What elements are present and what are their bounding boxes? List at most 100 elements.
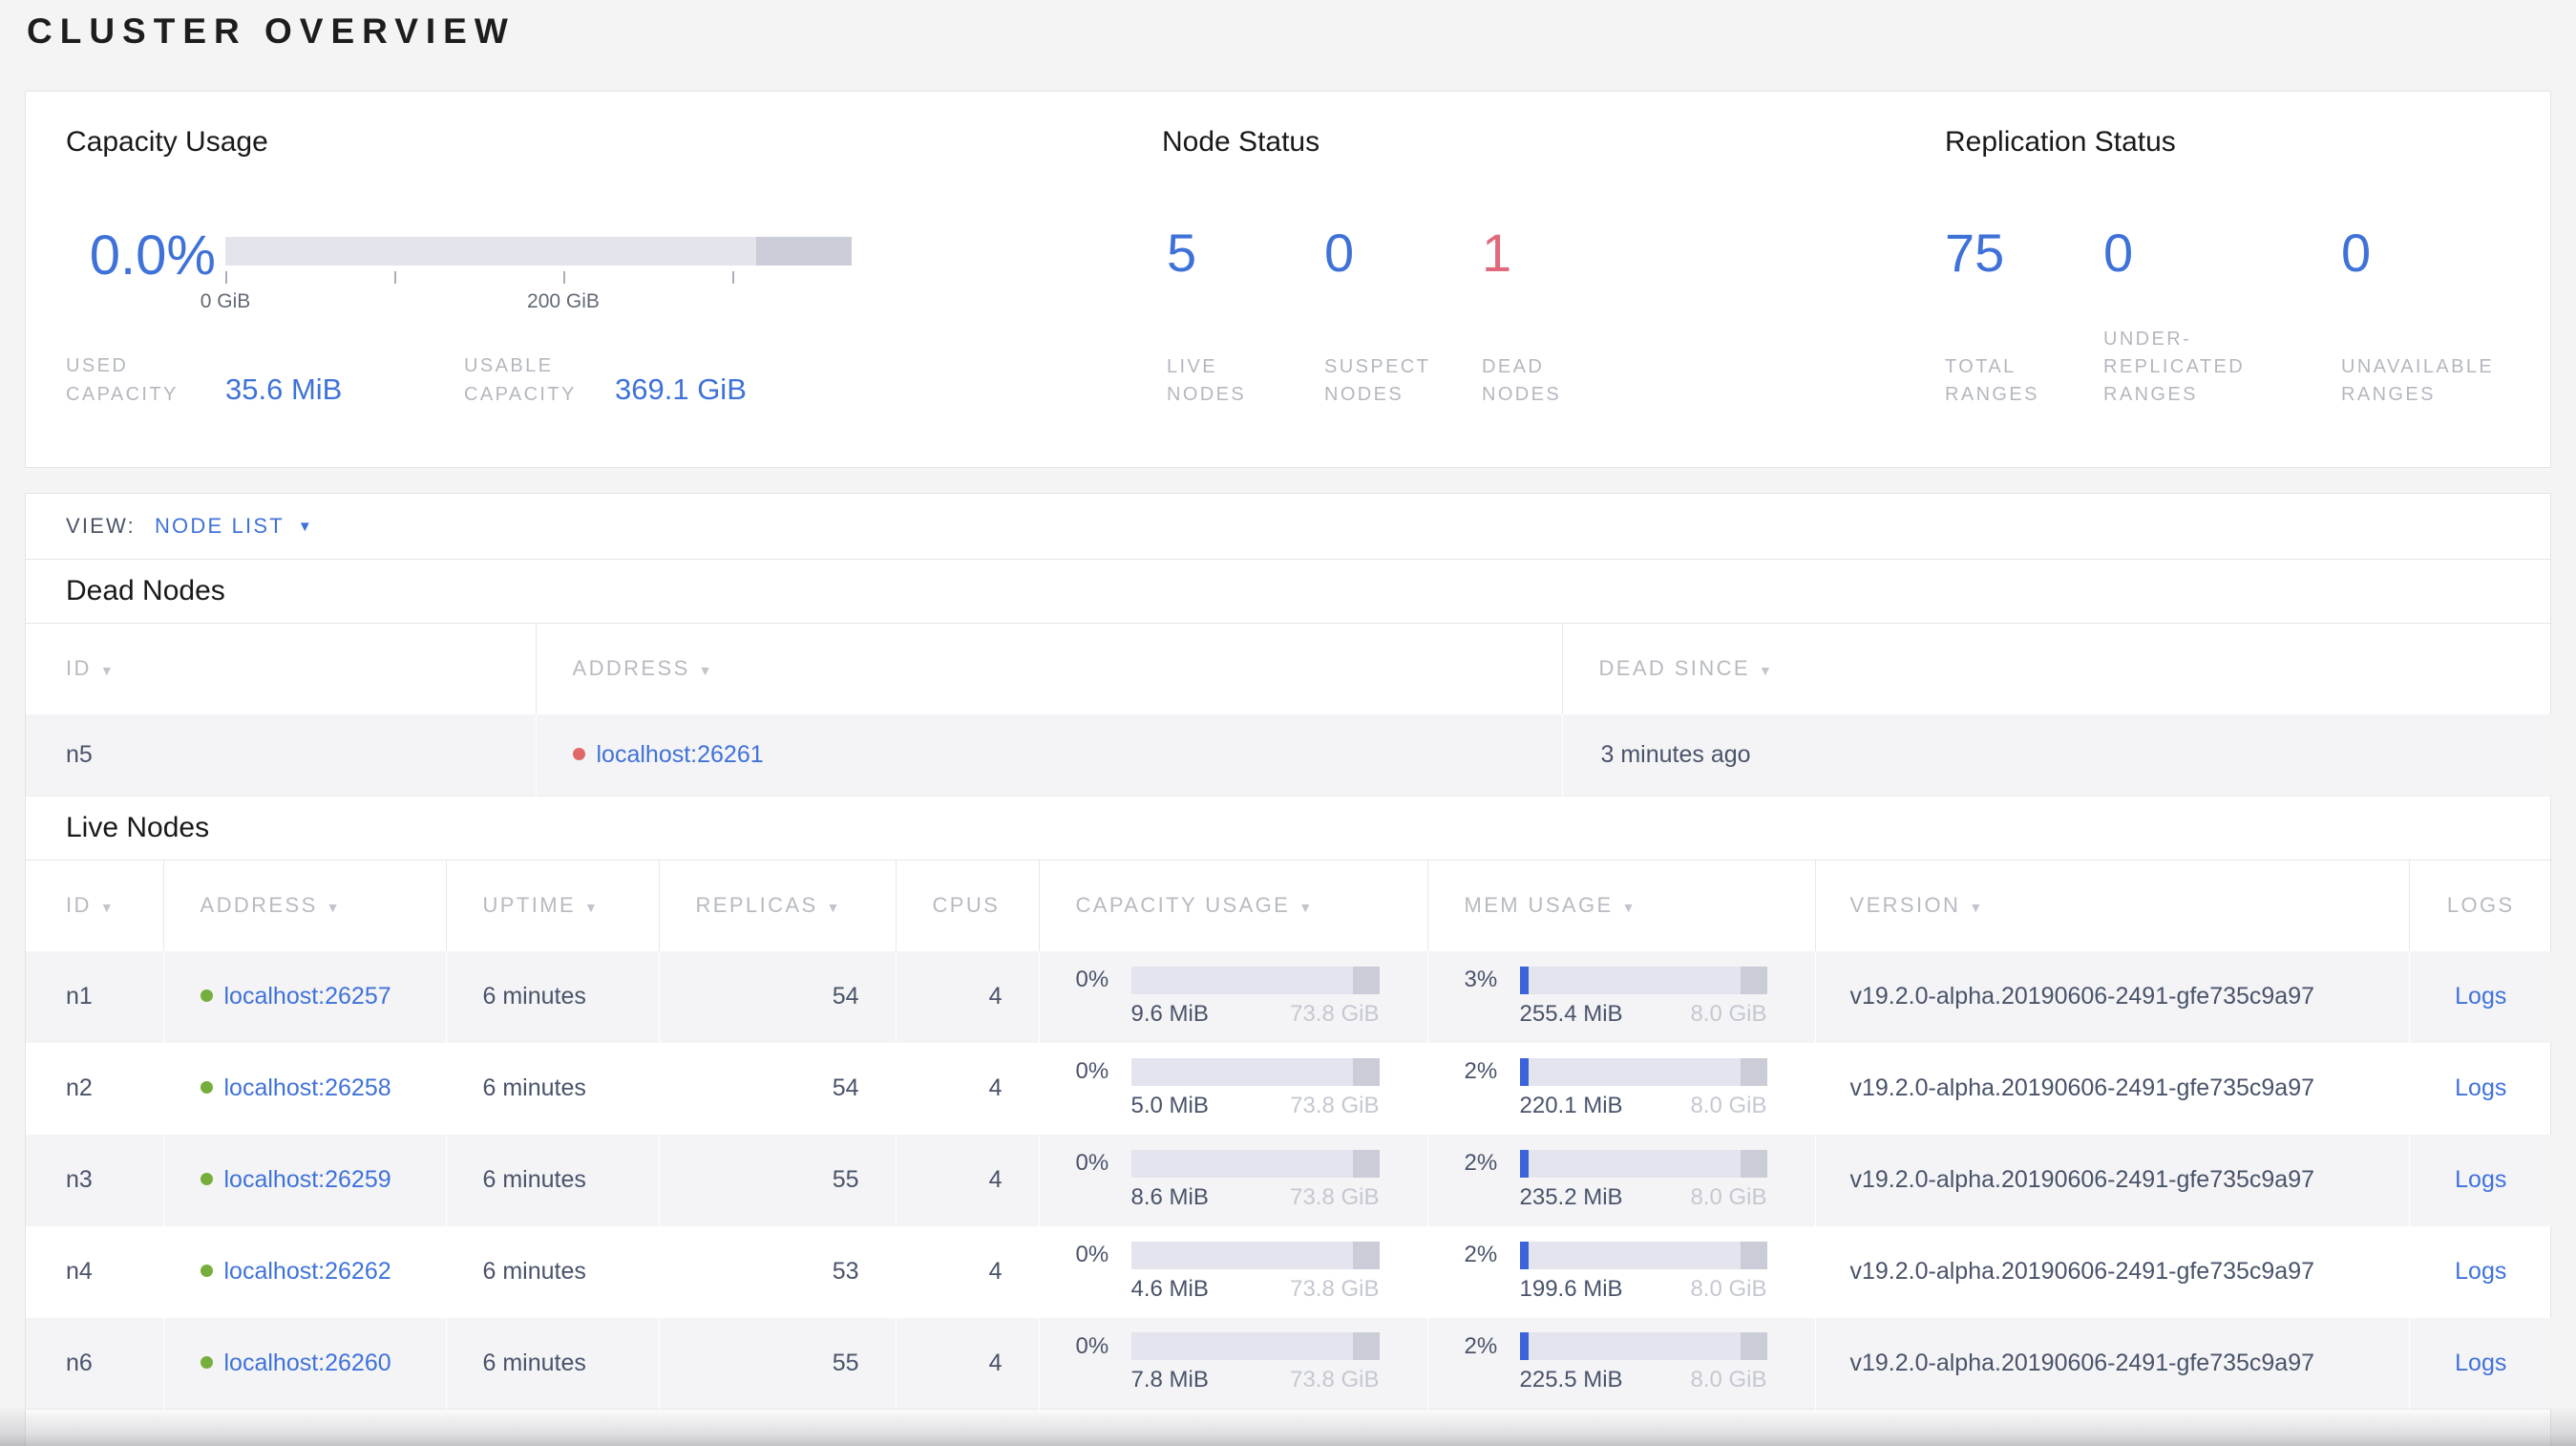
live-node-row: n2 localhost:26258 6 minutes 54 4 0% 5.0 MiB 73… [26,1042,2552,1135]
axis-tick [225,271,227,284]
node-address-link[interactable]: localhost:26260 [223,1349,391,1376]
dead-node-row: n5 localhost:26261 3 minutes ago [26,713,2552,797]
capacity-total-value: 73.8 GiB [1290,1183,1380,1210]
mem-usage-bar [1519,1332,1767,1361]
mem-total-value: 8.0 GiB [1690,1092,1767,1118]
node-status-metric-label: LIVE NODES [1167,356,1247,405]
node-status-metric-value: 0 [1324,223,1355,283]
mem-usage-fill [1519,1149,1529,1178]
node-address-link[interactable]: localhost:26262 [223,1258,391,1285]
replication-metric-value: 0 [2103,223,2134,283]
capacity-usage-percent: 0% [1075,1150,1109,1176]
capacity-usage-cell: 0% 8.6 MiB 73.8 GiB [1038,1134,1427,1226]
live-status-icon [200,1355,213,1369]
uptime-cell: 6 minutes [445,1317,659,1410]
page-title: CLUSTER OVERVIEW [27,11,516,51]
node-status-metric-label: DEAD NODES [1482,356,1562,405]
capacity-used-value: 4.6 MiB [1130,1275,1209,1302]
node-address-link[interactable]: localhost:26257 [223,983,391,1010]
capacity-percent: 0.0% [89,224,216,287]
column-header-address[interactable]: ADDRESS ▼ [535,623,1562,714]
replication-metric: 0 UNDER-REPLICATED RANGES [2103,225,2341,409]
column-header-version[interactable]: VERSION ▼ [1814,860,2409,951]
node-address-link[interactable]: localhost:26258 [223,1074,391,1101]
logs-cell: Logs [2408,1134,2552,1226]
capacity-usage-title: Capacity Usage [66,126,268,158]
column-header-id[interactable]: ID ▼ [26,861,163,951]
live-status-icon [200,989,213,1002]
replicas-cell: 55 [658,1317,896,1410]
mem-used-value: 199.6 MiB [1519,1275,1623,1302]
capacity-usage: 0% 9.6 MiB 73.8 GiB [1075,966,1380,1028]
column-header-uptime[interactable]: UPTIME ▼ [445,860,659,951]
node-status-title: Node Status [1162,126,1320,158]
column-header-label: UPTIME [482,893,577,918]
column-header-capacity-usage[interactable]: CAPACITY USAGE ▼ [1038,860,1427,951]
replication-metric-label: TOTAL RANGES [1945,356,2039,405]
mem-usage-endcap [1740,966,1767,994]
sort-desc-icon: ▼ [698,663,714,679]
live-node-row: n6 localhost:26260 6 minutes 55 4 0% 7.8 MiB 73… [26,1317,2552,1410]
logs-link[interactable]: Logs [2455,1074,2507,1101]
logs-link[interactable]: Logs [2455,1166,2507,1193]
live-nodes-heading: Live Nodes [66,812,210,843]
usable-capacity-label: USABLE CAPACITY [464,355,577,405]
capacity-usage-cell: 0% 5.0 MiB 73.8 GiB [1038,1042,1427,1135]
capacity-usage: 0% 5.0 MiB 73.8 GiB [1075,1057,1380,1119]
axis-tick [394,271,396,284]
column-header-label: REPLICAS [695,893,818,918]
mem-usage-bar [1519,1241,1767,1269]
cpus-cell: 4 [895,1042,1039,1135]
column-header-id[interactable]: ID ▼ [26,624,536,714]
version-cell: v19.2.0-alpha.20190606-2491-gfe735c9a97 [1814,1225,2409,1318]
capacity-usage-percent: 0% [1075,1058,1109,1084]
mem-used-value: 225.5 MiB [1519,1367,1623,1393]
mem-usage-fill [1519,1057,1529,1086]
node-list-dropdown[interactable]: NODE LIST ▼ [155,514,314,539]
node-id-cell: n2 [66,1074,93,1101]
mem-usage-bar [1519,1149,1767,1178]
mem-usage: 2% 225.5 MiB 8.0 GiB [1465,1332,1767,1393]
version-cell: v19.2.0-alpha.20190606-2491-gfe735c9a97 [1814,950,2409,1043]
node-address-cell: localhost:26261 [535,713,1562,797]
replicas-cell: 55 [658,1134,896,1226]
node-status-metric-label: SUSPECT NODES [1324,356,1430,405]
logs-link[interactable]: Logs [2455,983,2507,1010]
cpus-cell: 4 [895,950,1039,1043]
mem-usage-endcap [1740,1149,1767,1178]
sort-desc-icon: ▼ [1299,900,1315,916]
mem-used-value: 220.1 MiB [1519,1092,1623,1118]
replication-metric-label: UNAVAILABLE RANGES [2341,356,2495,405]
capacity-usage-cell: 0% 9.6 MiB 73.8 GiB [1038,950,1427,1043]
replication-metric-value: 75 [1945,223,2005,283]
column-header-mem-usage[interactable]: MEM USAGE ▼ [1426,860,1815,951]
column-header-dead-since[interactable]: DEAD SINCE ▼ [1561,623,2552,714]
mem-total-value: 8.0 GiB [1690,1367,1767,1393]
capacity-usage-percent: 0% [1075,967,1109,992]
node-address-cell: localhost:26257 [162,950,446,1043]
column-header-label: MEM USAGE [1464,893,1614,918]
node-address-link[interactable]: localhost:26259 [223,1166,391,1193]
sort-desc-icon: ▼ [826,900,842,916]
view-bar: VIEW: NODE LIST ▼ [26,494,2550,560]
node-address-link[interactable]: localhost:26261 [596,740,764,768]
column-header-cpus: CPUS [895,860,1039,951]
sort-desc-icon: ▼ [99,663,116,679]
node-address-cell: localhost:26259 [162,1134,446,1226]
column-header-label: CPUS [932,893,1001,918]
logs-link[interactable]: Logs [2455,1258,2507,1285]
sort-desc-icon: ▼ [584,900,601,916]
mem-usage-percent: 2% [1464,1332,1498,1359]
usable-capacity-value: 369.1 GiB [615,372,747,406]
dead-nodes-table: ID ▼ ADDRESS ▼ DEAD SINCE ▼ n5 localhost:26261… [26,623,2552,797]
capacity-total-value: 73.8 GiB [1290,1000,1380,1027]
column-header-replicas[interactable]: REPLICAS ▼ [658,860,896,951]
mem-used-value: 255.4 MiB [1519,1000,1623,1027]
mem-used-value: 235.2 MiB [1519,1183,1623,1210]
node-id-cell: n4 [66,1258,93,1285]
capacity-usage-endcap [1352,1057,1380,1086]
column-header-address[interactable]: ADDRESS ▼ [162,860,446,951]
column-header-label: ID [66,893,92,918]
logs-link[interactable]: Logs [2455,1349,2507,1376]
capacity-bar-endcap [756,237,852,266]
